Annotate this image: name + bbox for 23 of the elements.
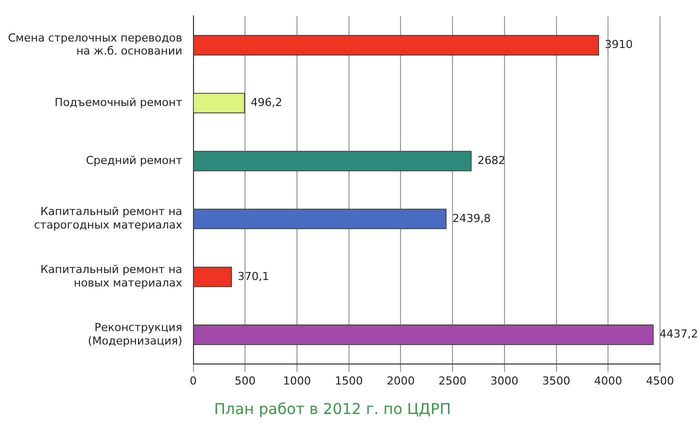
x-tick-label: 500 [234,374,256,388]
data-label: 370,1 [238,270,270,283]
y-tick-label: Подъемочный ремонт [54,96,183,109]
y-tick-label: Реконструкция (Модернизация) [88,321,182,348]
y-tick-label: Средний ремонт [86,154,183,167]
text: План работ в 2012 г. по ЦДРП [214,400,451,418]
data-label: 3910 [604,38,633,52]
x-tick-label: 2000 [386,374,415,388]
x-tick-label: 4000 [594,374,622,388]
data-label: 2439,8 [452,212,491,225]
x-tick-label: 4500 [646,374,674,388]
y-tick-label: Смена стрелочных переводов на ж.б. основании [8,31,182,58]
x-tick-label: 1000 [282,374,311,388]
data-label: 496,2 [250,96,282,109]
x-tick-label: 0 [190,374,197,388]
x-tick-label: 1500 [334,374,363,388]
data-label: 4437,2 [659,328,698,341]
x-tick-label: 3500 [542,374,570,388]
x-tick-label: 2500 [438,374,467,388]
y-tick-label: Капитальный ремонт на новых материалах [40,263,183,290]
x-tick-label: 3000 [490,374,518,388]
y-tick-label: Капитальный ремонт на старогодных материалах [34,205,183,232]
data-label: 2682 [477,154,506,167]
